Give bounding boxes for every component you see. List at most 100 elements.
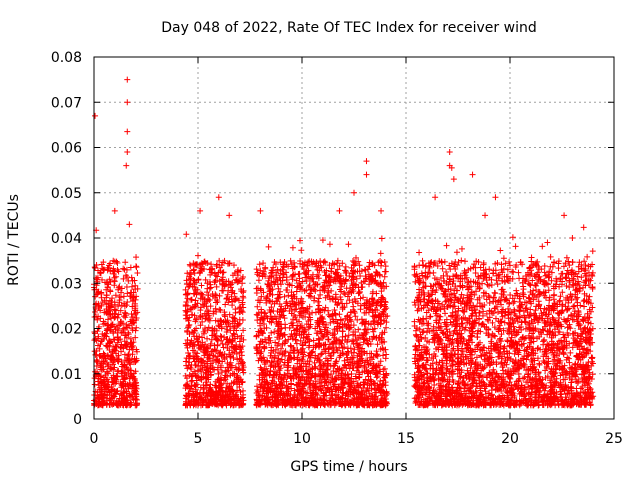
data-points [91, 76, 597, 409]
data-point [96, 345, 103, 352]
data-point [125, 352, 132, 359]
data-point [104, 264, 111, 271]
data-point [361, 266, 368, 273]
data-point [110, 270, 117, 277]
data-point [115, 356, 122, 363]
data-point [99, 265, 106, 272]
data-point [121, 351, 128, 358]
data-point [205, 324, 212, 331]
data-point [356, 289, 363, 296]
data-point [115, 367, 122, 374]
data-point [225, 299, 232, 306]
data-point [103, 342, 110, 349]
data-point [125, 329, 132, 336]
data-point [346, 365, 353, 372]
data-point [283, 286, 290, 293]
data-point [97, 315, 104, 322]
data-point [105, 386, 112, 393]
data-point [97, 360, 104, 367]
data-point [321, 258, 328, 265]
data-point [133, 254, 140, 261]
data-point [106, 276, 113, 283]
data-point [133, 317, 140, 324]
data-point [98, 290, 105, 297]
data-point [133, 346, 140, 353]
data-point [131, 277, 138, 284]
data-point [127, 361, 134, 368]
data-point [204, 335, 211, 342]
data-point [129, 373, 136, 380]
data-point [129, 327, 136, 334]
data-point [122, 395, 129, 402]
data-point [133, 357, 140, 364]
data-point [120, 389, 127, 396]
data-point [468, 333, 475, 340]
data-point [285, 292, 292, 299]
data-point [443, 268, 450, 275]
data-point [231, 315, 238, 322]
data-point [108, 392, 115, 399]
data-point [110, 330, 117, 337]
data-point [123, 388, 130, 395]
data-point [127, 367, 134, 374]
data-point [486, 282, 493, 289]
data-point [185, 283, 192, 290]
data-point [326, 282, 333, 289]
data-point [107, 339, 114, 346]
data-point [125, 277, 132, 284]
data-point [118, 329, 125, 336]
data-point [134, 270, 141, 277]
data-point [104, 321, 111, 328]
data-point [132, 282, 139, 289]
data-point [123, 341, 130, 348]
data-point [91, 348, 98, 355]
data-point [123, 321, 130, 328]
data-point [124, 324, 131, 331]
data-point [133, 264, 140, 271]
data-point [212, 347, 219, 354]
data-point [116, 283, 123, 290]
data-point [112, 375, 119, 382]
data-point [132, 310, 139, 317]
data-point [235, 321, 242, 328]
data-point [381, 259, 388, 266]
data-point [256, 261, 263, 268]
data-point [378, 259, 385, 266]
data-point [509, 234, 516, 241]
data-point [105, 316, 112, 323]
data-point [253, 266, 260, 273]
data-point [293, 340, 300, 347]
data-point [342, 263, 349, 270]
data-point [105, 361, 112, 368]
data-point [129, 298, 136, 305]
data-point [127, 289, 134, 296]
data-point [356, 262, 363, 269]
data-point [98, 373, 105, 380]
data-point [93, 261, 100, 268]
data-point [104, 327, 111, 334]
data-point [208, 336, 215, 343]
data-point [94, 389, 101, 396]
data-point [124, 299, 131, 306]
data-point [117, 307, 124, 314]
data-point [119, 382, 126, 389]
data-point [219, 340, 226, 347]
data-point [118, 289, 125, 296]
data-point [130, 388, 137, 395]
data-point [96, 384, 103, 391]
data-point [101, 332, 108, 339]
data-point [380, 352, 387, 359]
data-point [108, 356, 115, 363]
data-point [460, 308, 467, 315]
data-point [104, 279, 111, 286]
data-point [220, 287, 227, 294]
chart-title: Day 048 of 2022, Rate Of TEC Index for r… [161, 20, 536, 36]
data-point [187, 262, 194, 269]
data-point [122, 399, 129, 406]
data-point [124, 290, 131, 297]
data-point [345, 241, 352, 248]
data-point [111, 306, 118, 313]
data-point [382, 263, 389, 270]
data-point [214, 261, 221, 268]
